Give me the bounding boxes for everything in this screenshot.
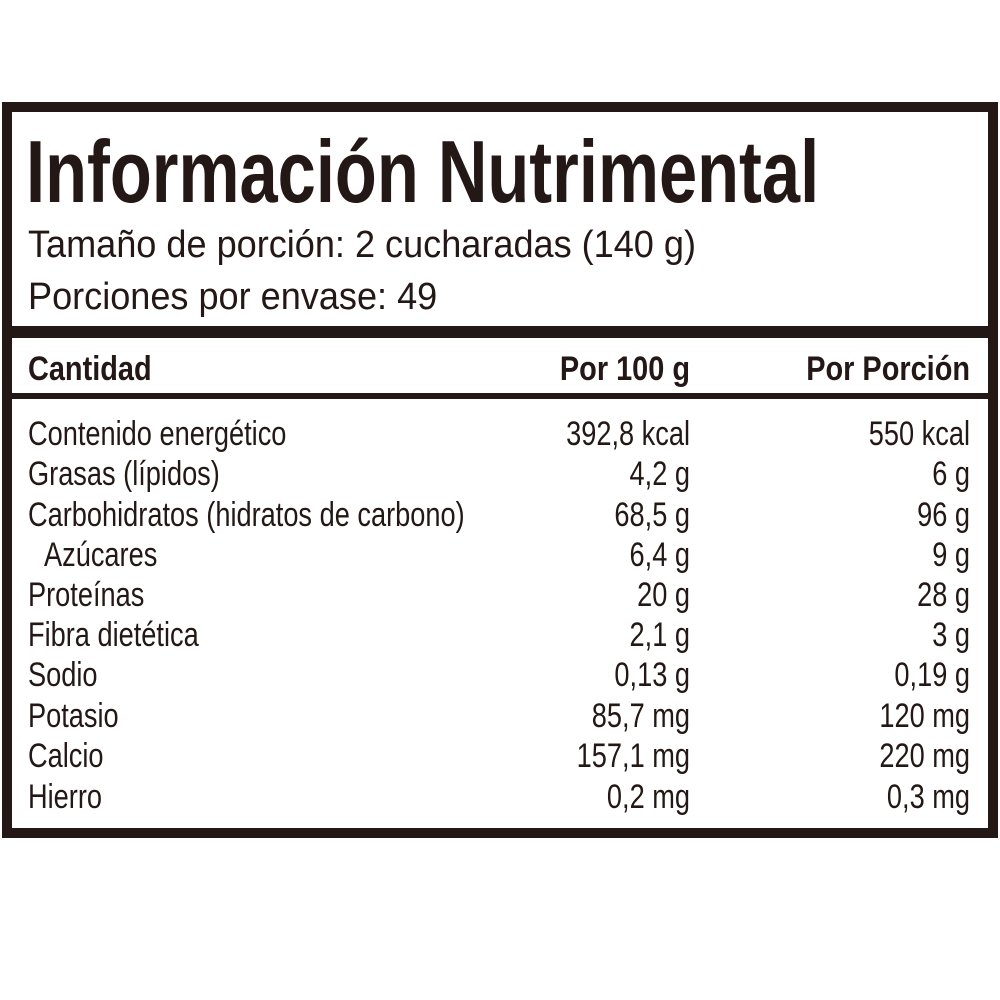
nutrient-value: 6,4 g xyxy=(630,535,690,574)
table: Cantidad Por 100 g Por Porción Contenido en… xyxy=(28,349,970,816)
nutrient-name: Potasio xyxy=(28,696,119,735)
nutrient-value: 2,1 g xyxy=(630,615,690,654)
nutrient-value: 68,5 g xyxy=(614,495,690,534)
title: Información Nutrimental xyxy=(26,123,819,221)
nutrient-value: 9 g xyxy=(932,535,970,574)
nutrient-name: Sodio xyxy=(28,655,98,694)
nutrient-value: 157,1 mg xyxy=(577,736,690,775)
column-header: Cantidad xyxy=(28,349,152,388)
serving-size: Tamaño de porción: 2 cucharadas (140 g) xyxy=(28,222,696,265)
nutrient-value: 28 g xyxy=(917,575,970,614)
nutrient-value: 392,8 kcal xyxy=(566,414,690,453)
servings-per-container: Porciones por envase: 49 xyxy=(28,274,437,317)
column-header: Por Porción xyxy=(806,349,970,388)
nutrient-name: Carbohidratos (hidratos de carbono) xyxy=(28,495,465,534)
nutrient-value: 6 g xyxy=(932,454,970,493)
nutrient-name: Azúcares xyxy=(44,535,157,574)
nutrient-value: 20 g xyxy=(637,575,690,614)
nutrient-value: 220 mg xyxy=(879,736,970,775)
nutrient-name: Proteínas xyxy=(28,575,144,614)
column-header: Por 100 g xyxy=(560,349,690,388)
nutrient-value: 96 g xyxy=(917,495,970,534)
nutrient-value: 3 g xyxy=(932,615,970,654)
nutrient-value: 0,13 g xyxy=(614,655,690,694)
header-divider xyxy=(2,393,998,399)
section-divider xyxy=(2,326,998,338)
nutrient-value: 4,2 g xyxy=(630,454,690,493)
nutrient-name: Calcio xyxy=(28,736,104,775)
nutrient-value: 0,3 mg xyxy=(887,777,970,816)
nutrient-value: 120 mg xyxy=(879,696,970,735)
label-border xyxy=(2,102,998,838)
nutrient-name: Hierro xyxy=(28,777,102,816)
nutrient-value: 85,7 mg xyxy=(592,696,690,735)
nutrient-value: 0,19 g xyxy=(894,655,970,694)
nutrient-value: 0,2 mg xyxy=(607,777,690,816)
nutrient-name: Fibra dietética xyxy=(28,615,199,654)
nutrient-name: Contenido energético xyxy=(28,414,286,453)
nutrient-value: 550 kcal xyxy=(869,414,970,453)
nutrient-name: Grasas (lípidos) xyxy=(28,454,220,493)
